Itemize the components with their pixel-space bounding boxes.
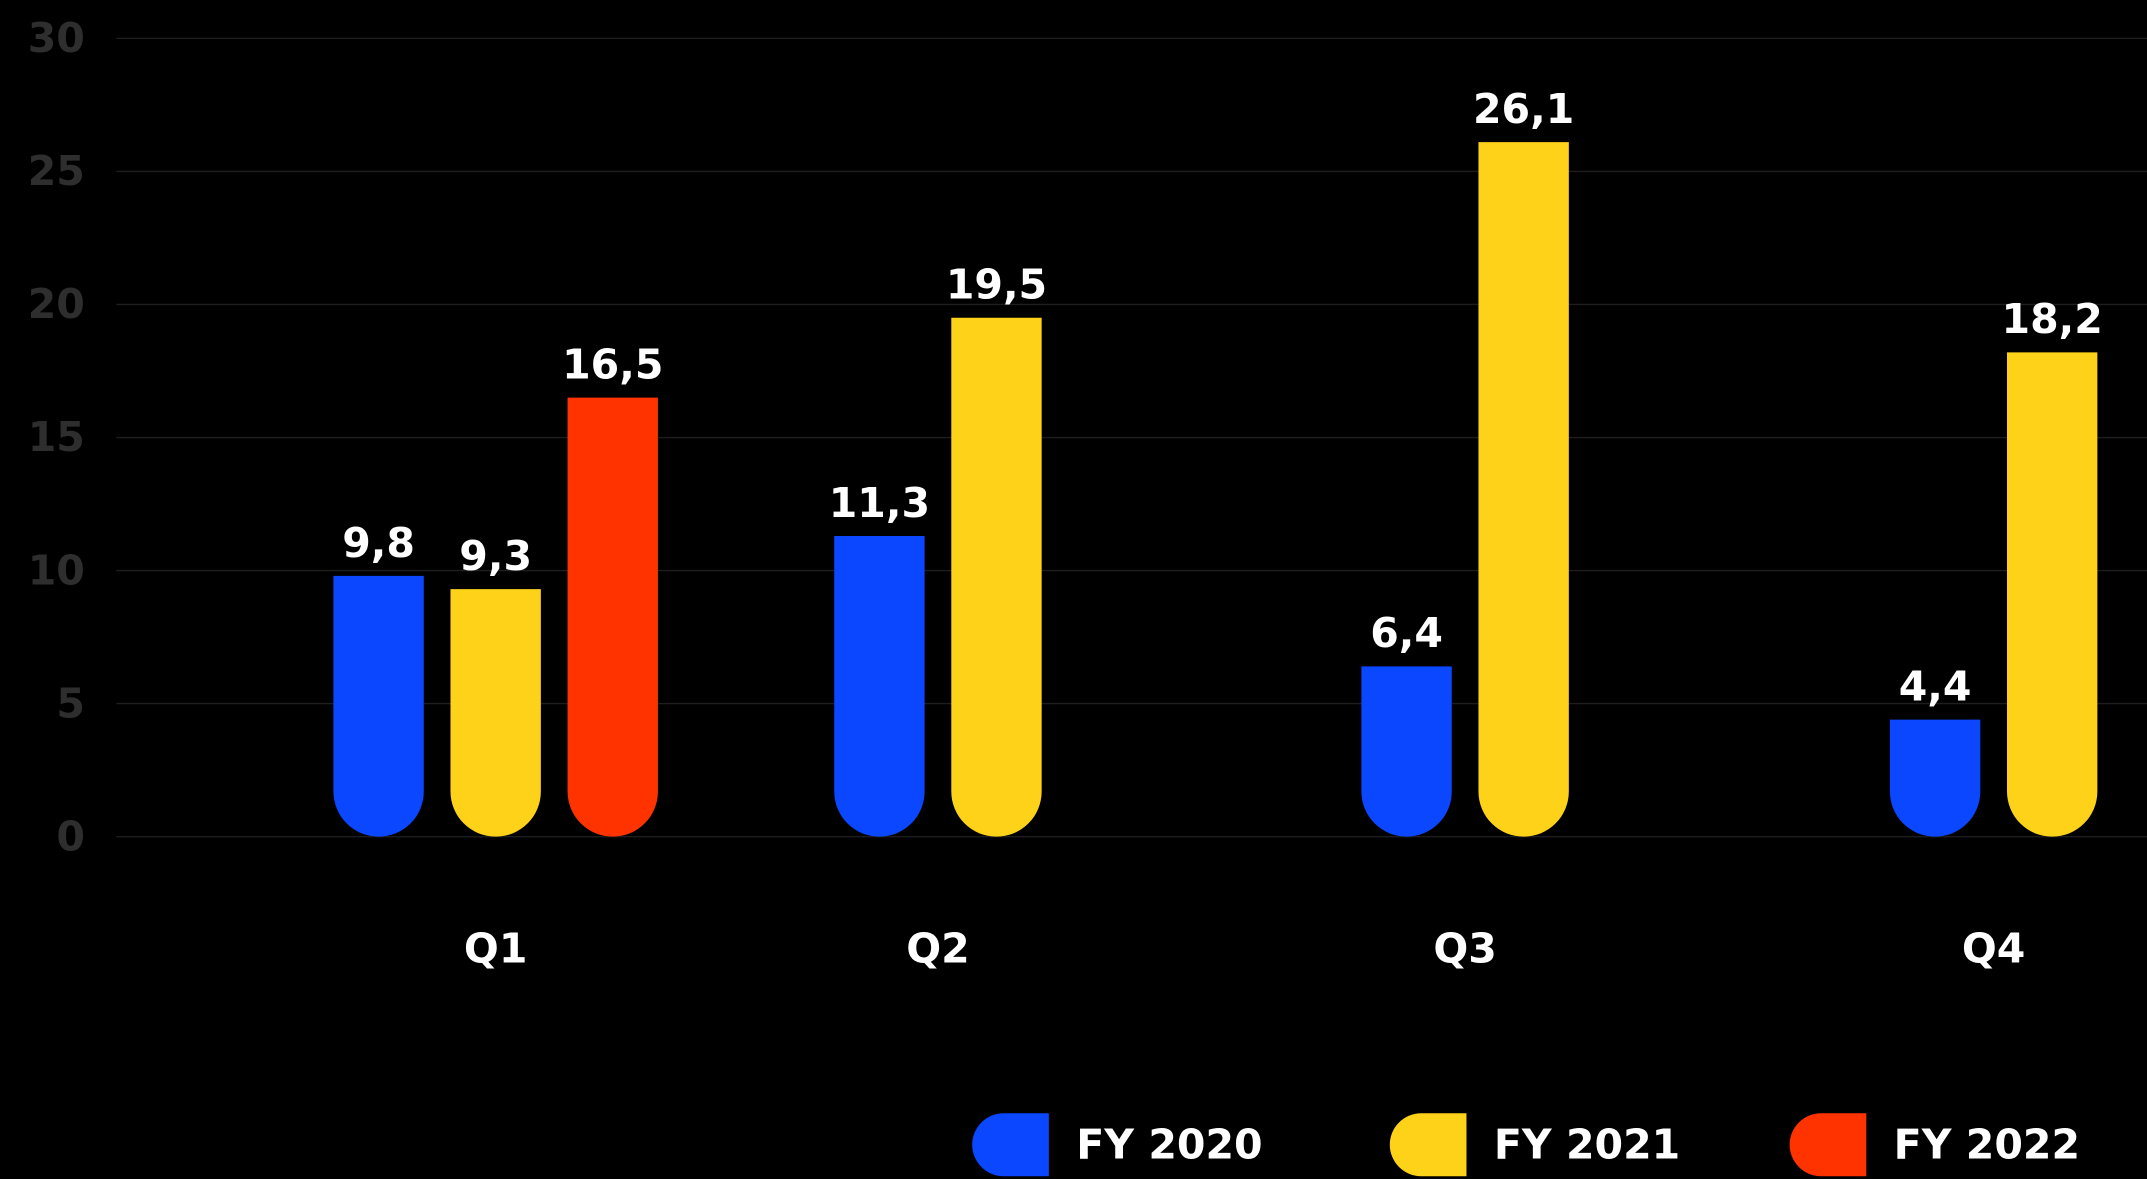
y-tick-label: 15 <box>28 413 85 461</box>
legend-label: FY 2022 <box>1894 1120 2080 1168</box>
bar <box>333 575 424 837</box>
bar <box>450 589 541 837</box>
bar <box>2006 352 2098 837</box>
value-label: 16,5 <box>562 340 663 388</box>
bar <box>1361 666 1452 837</box>
legend-label: FY 2020 <box>1076 1120 1262 1168</box>
value-label: 9,8 <box>342 519 415 567</box>
value-label: 26,1 <box>1473 85 1574 133</box>
value-label: 9,3 <box>459 532 532 580</box>
x-tick-label: Q1 <box>464 925 527 973</box>
bar <box>1889 719 1981 837</box>
bar <box>1478 142 1569 837</box>
legend-swatch <box>1789 1113 1867 1177</box>
x-tick-label: Q4 <box>1962 925 2025 973</box>
value-label: 19,5 <box>946 261 1047 309</box>
value-label: 11,3 <box>829 479 930 527</box>
bar <box>951 317 1042 837</box>
y-tick-label: 25 <box>28 147 85 195</box>
value-label: 6,4 <box>1370 609 1443 657</box>
x-tick-label: Q2 <box>906 925 969 973</box>
bar <box>834 535 925 837</box>
value-label: 4,4 <box>1899 662 1972 710</box>
value-label: 18,2 <box>2002 295 2103 343</box>
y-tick-label: 30 <box>28 14 85 62</box>
legend-swatch <box>972 1113 1049 1177</box>
y-tick-label: 10 <box>28 546 85 594</box>
y-tick-label: 5 <box>56 679 85 727</box>
y-tick-label: 20 <box>28 280 85 328</box>
y-tick-label: 0 <box>56 812 85 860</box>
legend-swatch <box>1389 1113 1467 1177</box>
x-tick-label: Q3 <box>1433 925 1496 973</box>
bar <box>567 397 658 837</box>
legend-label: FY 2021 <box>1494 1120 1680 1168</box>
